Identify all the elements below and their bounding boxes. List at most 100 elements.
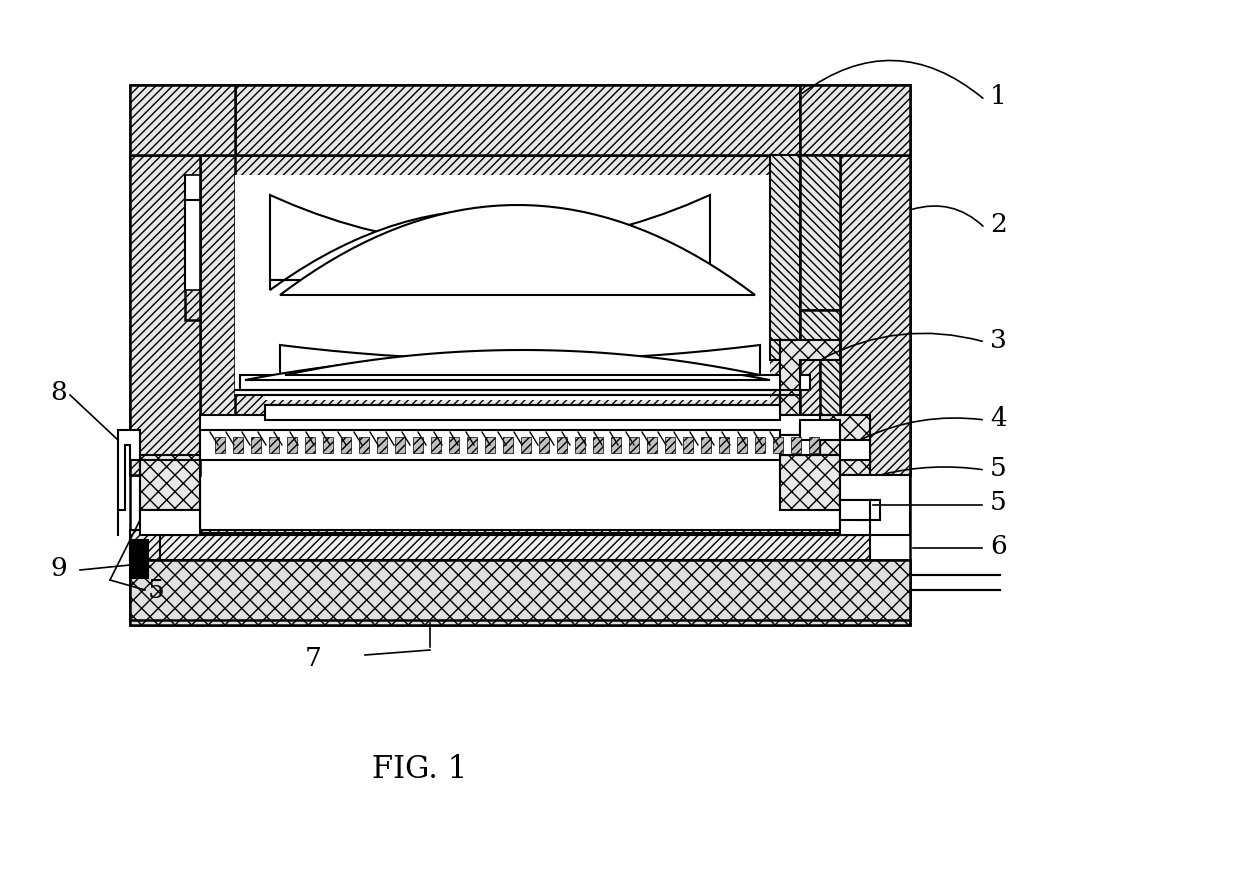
Text: 7: 7 bbox=[305, 645, 322, 671]
Polygon shape bbox=[770, 155, 800, 340]
Polygon shape bbox=[800, 420, 839, 440]
Polygon shape bbox=[808, 437, 818, 453]
Polygon shape bbox=[200, 415, 820, 435]
Polygon shape bbox=[449, 437, 459, 453]
Polygon shape bbox=[322, 437, 334, 453]
Polygon shape bbox=[719, 437, 729, 453]
Polygon shape bbox=[140, 460, 200, 510]
Polygon shape bbox=[130, 85, 236, 155]
Polygon shape bbox=[629, 437, 639, 453]
Text: FIG. 1: FIG. 1 bbox=[372, 755, 467, 786]
Polygon shape bbox=[130, 530, 861, 560]
Polygon shape bbox=[160, 533, 856, 558]
Polygon shape bbox=[839, 500, 870, 520]
Polygon shape bbox=[737, 437, 746, 453]
Polygon shape bbox=[270, 210, 711, 290]
Polygon shape bbox=[780, 455, 839, 510]
Polygon shape bbox=[611, 437, 621, 453]
Polygon shape bbox=[160, 535, 870, 560]
Polygon shape bbox=[118, 430, 140, 510]
Polygon shape bbox=[236, 155, 800, 420]
Polygon shape bbox=[130, 540, 148, 578]
Polygon shape bbox=[521, 437, 531, 453]
Polygon shape bbox=[200, 435, 820, 455]
Polygon shape bbox=[236, 85, 800, 155]
Polygon shape bbox=[770, 340, 800, 420]
Polygon shape bbox=[755, 437, 765, 453]
Polygon shape bbox=[683, 437, 693, 453]
Polygon shape bbox=[200, 155, 839, 420]
Polygon shape bbox=[215, 437, 224, 453]
Polygon shape bbox=[185, 175, 200, 290]
Polygon shape bbox=[432, 437, 441, 453]
Polygon shape bbox=[791, 437, 801, 453]
Polygon shape bbox=[140, 510, 200, 535]
Polygon shape bbox=[236, 85, 290, 155]
Polygon shape bbox=[820, 455, 870, 510]
Polygon shape bbox=[503, 437, 513, 453]
Text: 4: 4 bbox=[990, 405, 1007, 430]
Polygon shape bbox=[341, 437, 351, 453]
Text: 3: 3 bbox=[990, 328, 1007, 353]
Polygon shape bbox=[839, 500, 880, 520]
Polygon shape bbox=[265, 405, 780, 420]
Polygon shape bbox=[130, 155, 200, 475]
Polygon shape bbox=[557, 437, 567, 453]
Polygon shape bbox=[740, 85, 800, 155]
Polygon shape bbox=[701, 437, 711, 453]
Polygon shape bbox=[839, 475, 910, 535]
Polygon shape bbox=[280, 345, 760, 375]
Polygon shape bbox=[265, 175, 770, 400]
Polygon shape bbox=[200, 430, 780, 460]
Text: 5: 5 bbox=[990, 491, 1007, 516]
Polygon shape bbox=[800, 85, 910, 155]
Polygon shape bbox=[839, 155, 910, 475]
Polygon shape bbox=[241, 375, 810, 390]
Text: 6: 6 bbox=[990, 534, 1007, 559]
Polygon shape bbox=[290, 85, 740, 155]
Polygon shape bbox=[185, 200, 200, 320]
Polygon shape bbox=[305, 437, 315, 453]
Text: 1: 1 bbox=[990, 85, 1007, 110]
Polygon shape bbox=[233, 437, 243, 453]
Polygon shape bbox=[839, 155, 910, 475]
Polygon shape bbox=[485, 437, 495, 453]
Polygon shape bbox=[280, 205, 755, 295]
Polygon shape bbox=[665, 437, 675, 453]
Polygon shape bbox=[396, 437, 405, 453]
Text: 9: 9 bbox=[50, 555, 67, 581]
Text: 5: 5 bbox=[990, 455, 1007, 480]
Polygon shape bbox=[250, 437, 260, 453]
Polygon shape bbox=[236, 175, 740, 395]
Polygon shape bbox=[800, 310, 839, 390]
Polygon shape bbox=[140, 455, 200, 510]
Polygon shape bbox=[377, 437, 387, 453]
Polygon shape bbox=[130, 85, 910, 625]
Polygon shape bbox=[286, 437, 298, 453]
Polygon shape bbox=[593, 437, 603, 453]
Polygon shape bbox=[647, 437, 657, 453]
Polygon shape bbox=[539, 437, 549, 453]
Polygon shape bbox=[820, 350, 839, 420]
Text: 2: 2 bbox=[990, 212, 1007, 238]
Polygon shape bbox=[269, 437, 279, 453]
Polygon shape bbox=[285, 350, 760, 375]
Polygon shape bbox=[839, 475, 870, 530]
Polygon shape bbox=[236, 175, 765, 370]
Polygon shape bbox=[140, 510, 200, 530]
Polygon shape bbox=[467, 437, 477, 453]
Polygon shape bbox=[800, 155, 839, 310]
Polygon shape bbox=[780, 340, 839, 475]
Polygon shape bbox=[130, 155, 200, 475]
Polygon shape bbox=[270, 195, 711, 280]
Polygon shape bbox=[820, 415, 870, 475]
Polygon shape bbox=[246, 355, 770, 380]
Text: 8: 8 bbox=[50, 380, 67, 405]
Text: 5: 5 bbox=[148, 577, 165, 602]
Polygon shape bbox=[575, 437, 585, 453]
Polygon shape bbox=[360, 437, 370, 453]
Polygon shape bbox=[130, 560, 910, 620]
Polygon shape bbox=[130, 560, 910, 625]
Polygon shape bbox=[839, 440, 870, 460]
Polygon shape bbox=[773, 437, 782, 453]
